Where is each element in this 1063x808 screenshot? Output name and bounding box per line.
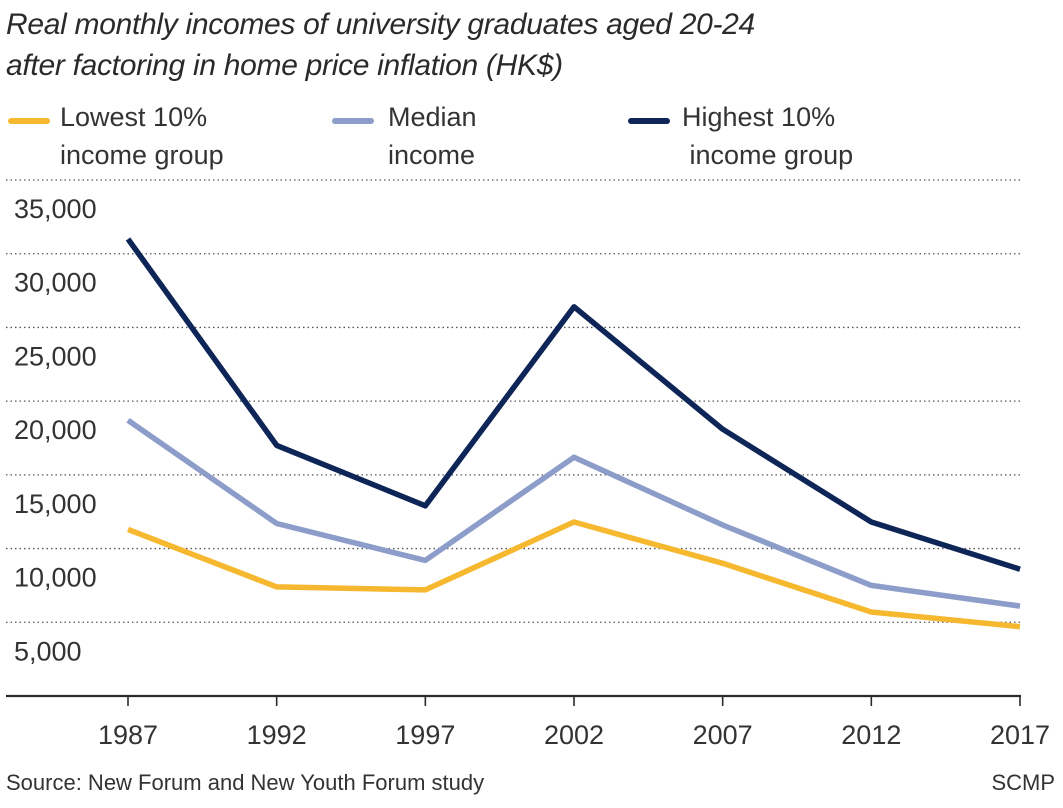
publisher-credit: SCMP: [991, 770, 1055, 795]
x-tick-label: 2007: [693, 720, 753, 750]
y-tick-label: 30,000: [14, 268, 97, 298]
series-line-1: [126, 418, 1021, 609]
y-tick-label: 15,000: [14, 489, 97, 519]
legend-swatch-highest-10: [628, 118, 670, 124]
source-note: Source: New Forum and New Youth Forum st…: [6, 770, 485, 795]
x-tick-label: 1987: [98, 720, 158, 750]
series-line-0: [127, 519, 1021, 630]
chart-title-line-2: after factoring in home price inflation …: [6, 49, 563, 82]
legend-label-line: Highest 10%: [682, 102, 836, 132]
chart-title: Real monthly incomes of university gradu…: [6, 4, 755, 86]
x-tick-label: 1992: [247, 720, 307, 750]
legend-label-line: income group: [682, 140, 854, 170]
legend-label-median: Median income: [388, 98, 477, 174]
x-tick-label: 2017: [990, 720, 1050, 750]
legend-label-highest-10: Highest 10% income group: [682, 98, 853, 174]
legend-label-line: Lowest 10%: [60, 102, 208, 132]
y-tick-label: 35,000: [14, 194, 97, 224]
x-tick-label: 2012: [841, 720, 901, 750]
legend-label-line: Median: [388, 102, 477, 132]
y-tick-label: 20,000: [14, 415, 97, 445]
y-tick-label: 25,000: [14, 341, 97, 371]
legend-swatch-median: [332, 118, 374, 124]
x-tick-label: 1997: [395, 720, 455, 750]
legend-label-lowest-10: Lowest 10% income group: [60, 98, 224, 174]
y-tick-label: 5,000: [14, 636, 82, 666]
x-tick-label: 2002: [544, 720, 604, 750]
chart-title-line-1: Real monthly incomes of university gradu…: [6, 8, 755, 41]
legend-label-line: income group: [60, 140, 224, 170]
legend-swatch-lowest-10: [8, 118, 50, 124]
series-line-2: [125, 237, 1021, 572]
legend-label-line: income: [388, 140, 476, 170]
y-tick-label: 10,000: [14, 563, 97, 593]
